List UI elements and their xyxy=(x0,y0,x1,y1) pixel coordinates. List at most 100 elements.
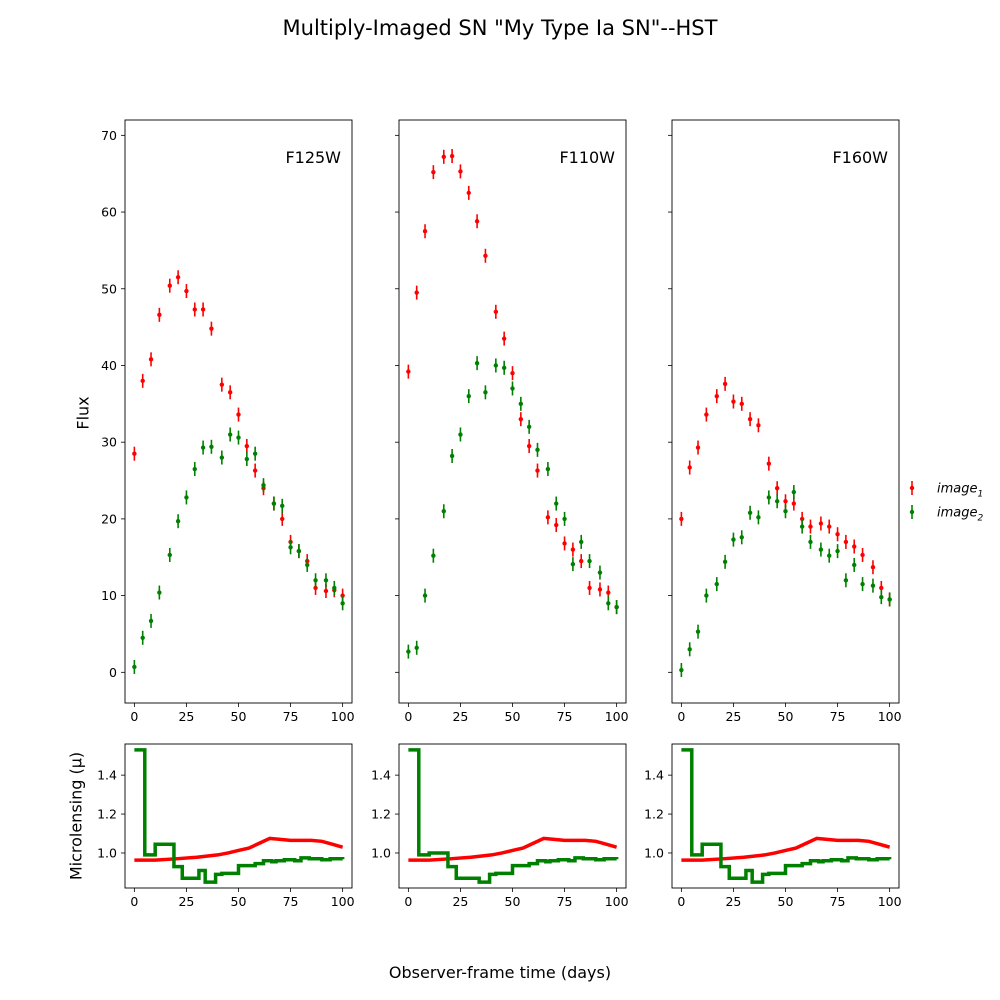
image2-point xyxy=(414,640,419,655)
image1-point xyxy=(175,270,181,285)
x-tick-label: 0 xyxy=(404,709,412,724)
x-tick-label: 75 xyxy=(557,709,573,724)
marker xyxy=(695,629,701,634)
marker xyxy=(252,451,258,456)
marker xyxy=(474,360,480,366)
marker xyxy=(271,501,277,506)
panel-microlensing-F110W: 0 25 50 75 100 1.0 1.2 1.4 xyxy=(371,743,629,909)
image1-microlensing-line xyxy=(408,836,618,862)
marker xyxy=(843,539,849,545)
image1-point xyxy=(406,364,411,379)
marker xyxy=(704,593,709,598)
marker xyxy=(766,495,772,500)
marker xyxy=(852,544,857,549)
image1-point xyxy=(545,510,551,525)
marker xyxy=(441,509,446,514)
image2-point xyxy=(510,381,515,396)
marker xyxy=(526,424,532,430)
marker xyxy=(244,443,250,449)
y-tick-label: 1.4 xyxy=(97,768,117,783)
marker xyxy=(280,516,285,522)
marker xyxy=(606,590,611,595)
y-tick-label: 1.2 xyxy=(644,807,664,822)
marker xyxy=(406,649,411,654)
image2-point xyxy=(441,504,446,519)
x-tick-label: 25 xyxy=(452,894,468,909)
marker xyxy=(554,501,559,506)
marker xyxy=(323,578,329,583)
marker xyxy=(340,601,345,606)
marker xyxy=(167,552,172,558)
image2-point xyxy=(175,514,181,529)
marker xyxy=(808,524,813,529)
marker xyxy=(313,585,318,591)
marker xyxy=(414,645,419,650)
image2-point xyxy=(518,396,524,411)
x-tick-label: 50 xyxy=(778,894,794,909)
image2-point xyxy=(474,356,480,371)
image1-point xyxy=(739,396,744,411)
image2-point xyxy=(818,542,824,557)
marker xyxy=(252,468,258,473)
axes-frame xyxy=(671,119,900,704)
marker xyxy=(587,558,592,564)
marker xyxy=(148,357,154,362)
image2-point xyxy=(227,427,233,442)
image2-point xyxy=(192,462,197,477)
x-tick-label: 25 xyxy=(178,709,194,724)
marker xyxy=(579,558,584,564)
axes-frame xyxy=(124,119,353,704)
panel-F110W: 0 25 50 75 100 F110W xyxy=(395,119,629,724)
panel-F160W: 0 25 50 75 100 F160W xyxy=(668,119,902,724)
marker xyxy=(501,365,507,370)
y-tick-label: 30 xyxy=(101,435,117,450)
image1-point xyxy=(870,560,876,575)
image2-point xyxy=(835,544,840,559)
image1-point xyxy=(167,278,172,293)
marker xyxy=(714,581,719,587)
image2-point xyxy=(799,519,805,534)
x-tick-label: 75 xyxy=(830,894,846,909)
image2-point xyxy=(305,557,310,572)
marker xyxy=(167,283,172,288)
image1-microlensing-line xyxy=(134,836,344,862)
marker xyxy=(545,515,551,520)
image2-point xyxy=(570,557,576,572)
marker xyxy=(431,169,436,175)
marker xyxy=(244,456,250,462)
image2-microlensing-line xyxy=(134,748,345,884)
x-tick-label: 75 xyxy=(283,709,299,724)
image1-point xyxy=(252,463,258,478)
marker xyxy=(827,524,832,529)
image1-point xyxy=(731,394,736,409)
x-tick-label: 0 xyxy=(404,894,412,909)
image2-point xyxy=(323,573,329,588)
x-tick-label: 25 xyxy=(452,709,468,724)
image2-point xyxy=(184,490,189,505)
marker xyxy=(148,618,154,624)
marker xyxy=(483,390,488,395)
marker xyxy=(414,290,419,295)
image2-point xyxy=(280,498,285,513)
image2-point xyxy=(731,532,736,547)
image2-point xyxy=(695,624,701,639)
marker xyxy=(562,516,567,522)
marker xyxy=(570,561,576,567)
image2-point xyxy=(783,504,788,519)
image1-point xyxy=(244,439,250,454)
image1-point xyxy=(579,554,584,569)
y-tick-label: 70 xyxy=(101,128,117,143)
x-tick-label: 0 xyxy=(130,709,138,724)
marker xyxy=(449,453,455,459)
marker xyxy=(501,336,507,341)
image1-point xyxy=(184,284,189,299)
marker xyxy=(606,601,611,606)
y-tick-label: 1.0 xyxy=(644,845,664,860)
axes-frame xyxy=(671,743,900,889)
image1-point xyxy=(236,407,241,422)
image2-point xyxy=(458,427,463,442)
y-tick-label: 1.4 xyxy=(371,768,391,783)
marker xyxy=(209,326,214,331)
image1-point xyxy=(852,539,857,554)
legend-entry-image1: image1 xyxy=(909,481,983,500)
